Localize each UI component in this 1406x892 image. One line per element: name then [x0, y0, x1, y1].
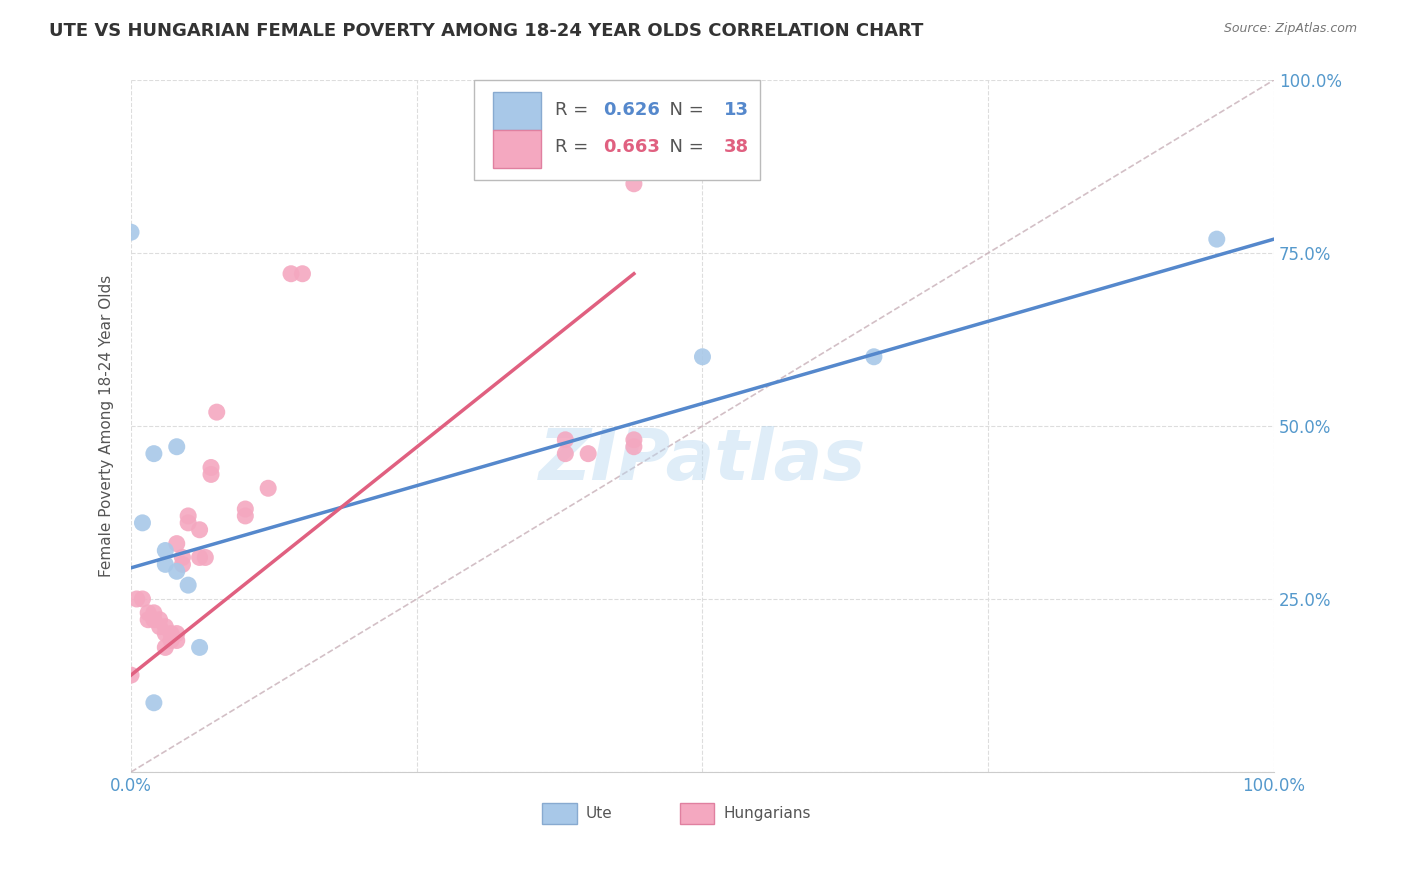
Point [188, 523, 211, 537]
Text: 0.663: 0.663 [603, 138, 659, 156]
Point [623, 440, 645, 454]
Point [166, 564, 188, 578]
Text: N =: N = [658, 101, 710, 119]
Y-axis label: Female Poverty Among 18-24 Year Olds: Female Poverty Among 18-24 Year Olds [100, 275, 114, 577]
Point [188, 640, 211, 655]
FancyBboxPatch shape [679, 803, 714, 824]
Text: Ute: Ute [586, 806, 613, 821]
Point [172, 550, 194, 565]
Point [120, 225, 142, 239]
Point [155, 626, 177, 640]
Text: R =: R = [555, 138, 595, 156]
Point [149, 613, 172, 627]
Point [623, 433, 645, 447]
Point [863, 350, 886, 364]
Point [120, 668, 142, 682]
Point [136, 613, 159, 627]
Point [692, 350, 714, 364]
FancyBboxPatch shape [474, 80, 759, 180]
Point [177, 516, 200, 530]
Point [160, 633, 183, 648]
Point [125, 591, 148, 606]
Point [155, 558, 177, 572]
Text: R =: R = [555, 101, 595, 119]
FancyBboxPatch shape [494, 130, 541, 168]
Point [160, 626, 183, 640]
Point [194, 550, 217, 565]
Point [576, 447, 599, 461]
Text: 0.626: 0.626 [603, 101, 659, 119]
Point [177, 578, 200, 592]
Point [142, 606, 165, 620]
Point [200, 460, 222, 475]
Point [188, 550, 211, 565]
Point [142, 613, 165, 627]
Point [623, 177, 645, 191]
Point [1205, 232, 1227, 246]
Point [233, 502, 256, 516]
Point [177, 508, 200, 523]
Point [205, 405, 228, 419]
Text: 38: 38 [724, 138, 749, 156]
Text: N =: N = [658, 138, 710, 156]
Point [166, 633, 188, 648]
Point [142, 696, 165, 710]
Point [131, 516, 153, 530]
Point [554, 447, 576, 461]
Point [155, 620, 177, 634]
Point [257, 481, 280, 495]
Point [131, 591, 153, 606]
Text: ZIPatlas: ZIPatlas [538, 426, 866, 495]
FancyBboxPatch shape [494, 93, 541, 130]
Point [142, 447, 165, 461]
Point [155, 640, 177, 655]
Point [200, 467, 222, 482]
Point [166, 626, 188, 640]
Point [280, 267, 302, 281]
Point [554, 433, 576, 447]
Point [172, 558, 194, 572]
Point [136, 606, 159, 620]
Text: UTE VS HUNGARIAN FEMALE POVERTY AMONG 18-24 YEAR OLDS CORRELATION CHART: UTE VS HUNGARIAN FEMALE POVERTY AMONG 18… [49, 22, 924, 40]
Point [233, 508, 256, 523]
Text: 13: 13 [724, 101, 749, 119]
Point [155, 543, 177, 558]
FancyBboxPatch shape [543, 803, 576, 824]
Point [149, 620, 172, 634]
Point [291, 267, 314, 281]
Text: Hungarians: Hungarians [723, 806, 810, 821]
Point [166, 440, 188, 454]
Text: Source: ZipAtlas.com: Source: ZipAtlas.com [1223, 22, 1357, 36]
Point [166, 536, 188, 550]
